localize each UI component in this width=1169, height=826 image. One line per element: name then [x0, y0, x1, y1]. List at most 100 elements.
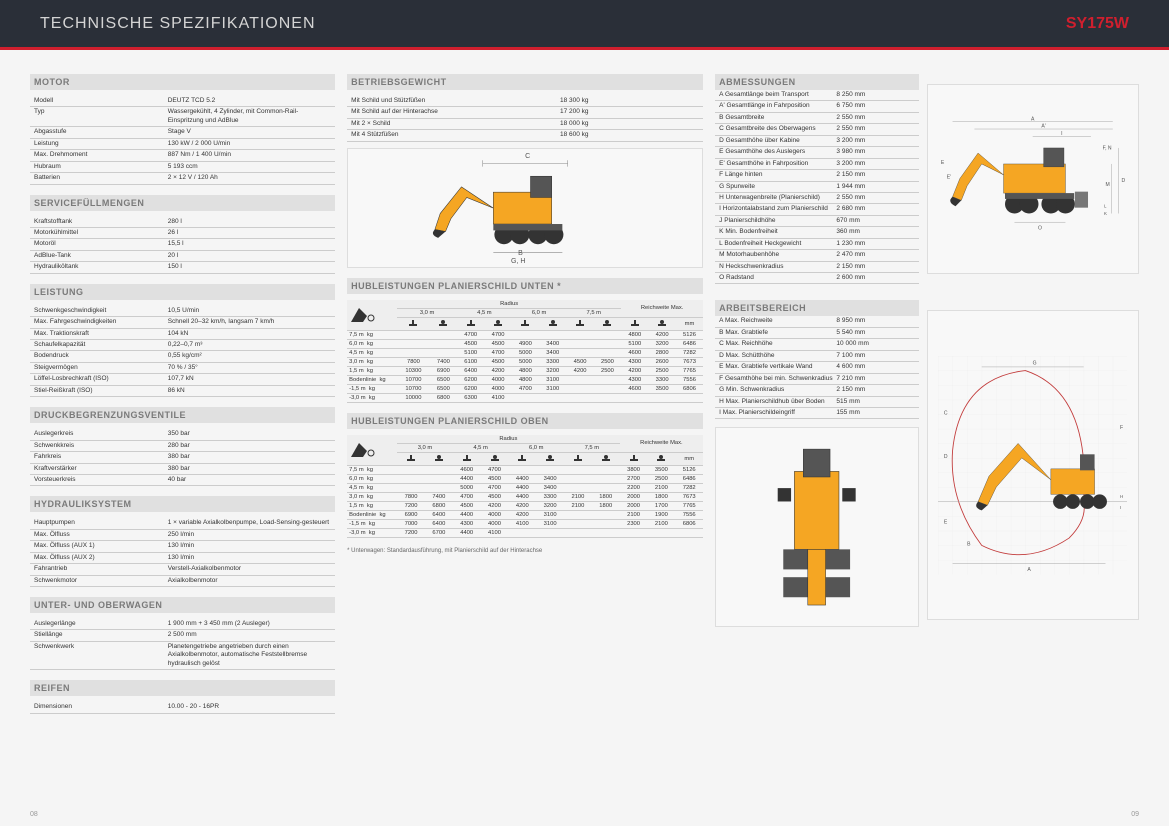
spec-key: Vorsteuerkreis [34, 476, 168, 484]
spec-value: 350 bar [168, 430, 331, 438]
spec-key: Motorkühlmittel [34, 229, 168, 237]
section-motor-rows: ModellDEUTZ TCD 5.2TypWassergekühlt, 4 Z… [30, 96, 335, 185]
column-right: ABMESSUNGEN A Gesamtlänge beim Transport… [715, 70, 1139, 810]
lift-row: 3,0 m kg78007400470045004400330021001800… [347, 492, 703, 501]
lift-capacity-table: RadiusReichweite Max.3,0 m4,5 m6,0 m7,5 … [347, 300, 703, 403]
spec-key: Leistung [34, 140, 168, 148]
spec-key: G Spurweite [719, 183, 836, 191]
spec-key: Max. Drehmoment [34, 151, 168, 159]
spec-row: Vorsteuerkreis40 bar [30, 475, 335, 486]
spec-key: H Max. Planierschildhub über Boden [719, 398, 836, 406]
spec-value: 86 kN [168, 387, 331, 395]
spec-row: SchwenkmotorAxialkolbenmotor [30, 576, 335, 587]
excavator-side-icon [419, 155, 631, 261]
page-number-left: 08 [30, 811, 38, 818]
section-arbeitsbereich-rows: A Max. Reichweite8 950 mmB Max. Grabtief… [715, 316, 918, 419]
spec-key: Batterien [34, 174, 168, 182]
spec-value: 2 470 mm [836, 251, 914, 259]
spec-key: L Bodenfreiheit Heckgewicht [719, 240, 836, 248]
spec-value: 2 550 mm [836, 194, 914, 202]
svg-text:A: A [1031, 117, 1035, 123]
spec-key: E Max. Grabtiefe vertikale Wand [719, 363, 836, 371]
spec-key: Max. Traktionskraft [34, 330, 168, 338]
svg-text:E': E' [947, 175, 951, 181]
excavator-dims-icon: A A' I F, N [938, 113, 1127, 244]
spec-value: 5 540 mm [836, 329, 914, 337]
spec-row: Motorkühlmittel26 l [30, 228, 335, 239]
spec-row: Leistung130 kW / 2 000 U/min [30, 139, 335, 150]
spec-value: 18 300 kg [560, 97, 699, 105]
spec-key: Hydrauliköltank [34, 263, 168, 271]
spec-row: ModellDEUTZ TCD 5.2 [30, 96, 335, 107]
spec-value: 15,5 l [168, 240, 331, 248]
spec-value: 10 000 mm [836, 340, 914, 348]
svg-text:I: I [1120, 505, 1121, 510]
spec-value: 0,55 kg/cm² [168, 352, 331, 360]
spec-key: Schwenkgeschwindigkeit [34, 307, 168, 315]
spec-value: 5 193 ccm [168, 163, 331, 171]
lift-row: Bodenlinie kg690064004400400042003100210… [347, 510, 703, 519]
spec-row: Stiellänge2 500 mm [30, 630, 335, 641]
spec-key: F Gesamthöhe bei min. Schwenkradius [719, 375, 836, 383]
spec-key: F Länge hinten [719, 171, 836, 179]
spec-key: C Max. Reichhöhe [719, 340, 836, 348]
spec-key: H Unterwagenbreite (Planierschild) [719, 194, 836, 202]
spec-key: M Motorhaubenhöhe [719, 251, 836, 259]
svg-text:G: G [1033, 361, 1037, 367]
section-arbeitsbereich-title: ARBEITSBEREICH [715, 300, 918, 316]
section-service-rows: Kraftstofftank280 lMotorkühlmittel26 lMo… [30, 217, 335, 274]
spec-row: Max. Drehmoment887 Nm / 1 400 U/min [30, 150, 335, 161]
spec-key: A Max. Reichweite [719, 317, 836, 325]
spec-value: 10.00 - 20 - 16PR [168, 703, 331, 711]
lift-row: 3,0 m kg78007400610045005000330045002500… [347, 357, 703, 366]
spec-key: Hauptpumpen [34, 519, 168, 527]
spec-row: M Motorhaubenhöhe2 470 mm [715, 250, 918, 261]
spec-value: 1 × variable Axialkolbenpumpe, Load-Sens… [168, 519, 331, 527]
spec-value: 3 200 mm [836, 160, 914, 168]
spec-row: C Max. Reichhöhe10 000 mm [715, 339, 918, 350]
spec-row: Dimensionen10.00 - 20 - 16PR [30, 702, 335, 713]
spec-value: 155 mm [836, 409, 914, 417]
spec-row: O Radstand2 600 mm [715, 273, 918, 284]
svg-text:D: D [944, 454, 948, 460]
spec-key: J Planierschildhöhe [719, 217, 836, 225]
spec-row: Bodendruck0,55 kg/cm² [30, 351, 335, 362]
spec-key: Max. Ölfluss (AUX 1) [34, 542, 168, 550]
header-title: TECHNISCHE SPEZIFIKATIONEN [40, 15, 316, 33]
svg-text:D: D [1122, 179, 1126, 185]
spec-row: D Gesamthöhe über Kabine3 200 mm [715, 136, 918, 147]
spec-value: Stage V [168, 128, 331, 136]
spec-key: I Max. Planierschildeingriff [719, 409, 836, 417]
spec-value: Verstell-Axialkolbenmotor [168, 565, 331, 573]
spec-value: 1 944 mm [836, 183, 914, 191]
lift-row: 1,5 m kg72006800450042004200320021001800… [347, 501, 703, 510]
spec-key: AdBlue-Tank [34, 252, 168, 260]
spec-key: Mit 4 Stützfüßen [351, 131, 560, 139]
spec-row: FahrantriebVerstell-Axialkolbenmotor [30, 564, 335, 575]
spec-row: J Planierschildhöhe670 mm [715, 216, 918, 227]
spec-key: B Max. Grabtiefe [719, 329, 836, 337]
spec-key: Hubraum [34, 163, 168, 171]
spec-row: H Unterwagenbreite (Planierschild)2 550 … [715, 193, 918, 204]
spec-row: B Max. Grabtiefe5 540 mm [715, 328, 918, 339]
spec-value: 7 100 mm [836, 352, 914, 360]
section-service-title: SERVICEFÜLLMENGEN [30, 195, 335, 211]
spec-value: 250 l/min [168, 531, 331, 539]
spec-value: 1 230 mm [836, 240, 914, 248]
side-view-diagram: C B G, H [347, 148, 703, 268]
spec-row: Kraftstofftank280 l [30, 217, 335, 228]
spec-value: 26 l [168, 229, 331, 237]
spec-row: AbgasstufeStage V [30, 127, 335, 138]
spec-value: 18 600 kg [560, 131, 699, 139]
lift-row: -1,5 m kg7000640043004000410031002300210… [347, 519, 703, 528]
spec-row: Schwenkgeschwindigkeit10,5 U/min [30, 306, 335, 317]
spec-row: Motoröl15,5 l [30, 239, 335, 250]
lift-row: 7,5 m kg46004700380035005126 [347, 465, 703, 474]
section-druck-title: DRUCKBEGRENZUNGSVENTILE [30, 407, 335, 423]
spec-value: 3 980 mm [836, 148, 914, 156]
spec-value: 130 l/min [168, 542, 331, 550]
reach-diagram: G F C D E H I A B [927, 310, 1139, 620]
lift-row: 4,5 m kg5100470050003400460028007282 [347, 348, 703, 357]
spec-value: DEUTZ TCD 5.2 [168, 97, 331, 105]
spec-row: Max. FahrgeschwindigkeitenSchnell 20–32 … [30, 317, 335, 328]
